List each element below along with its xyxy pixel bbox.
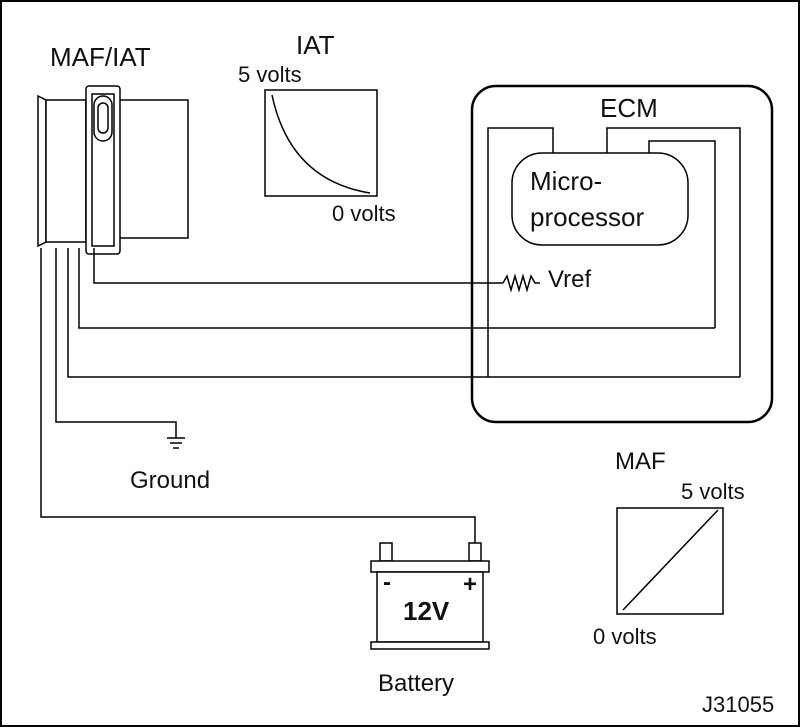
- ecm-box: [470, 84, 774, 424]
- figure-id: J31055: [702, 692, 775, 717]
- wire-ground: [55, 248, 177, 438]
- maf-line: [622, 509, 719, 611]
- maf-low-label: 0 volts: [593, 624, 657, 649]
- wire-iat-signal: [93, 248, 503, 284]
- iat-low-label: 0 volts: [332, 201, 396, 226]
- iat-curve: [271, 94, 371, 194]
- vref-label: Vref: [548, 266, 592, 293]
- wire-maf-signal: [78, 248, 715, 329]
- microprocessor-label-line2: processor: [530, 202, 645, 232]
- vref-resistor: [502, 273, 540, 293]
- wire-ecm-left: [487, 127, 554, 377]
- wire-ecm-right: [648, 140, 716, 328]
- battery-minus-label: -: [383, 569, 391, 596]
- maf-iat-label: MAF/IAT: [50, 42, 151, 72]
- ground-symbol: [167, 437, 185, 449]
- battery-voltage-label: 12V: [403, 596, 450, 626]
- wire-ecm-middle: [606, 127, 741, 377]
- microprocessor-label-line1: Micro-: [530, 166, 603, 196]
- battery-plus-label: +: [463, 571, 478, 598]
- iat-graph: [264, 89, 378, 197]
- ground-label: Ground: [130, 467, 211, 494]
- maf-high-label: 5 volts: [681, 479, 745, 504]
- microprocessor: [511, 152, 689, 246]
- wiring: [40, 127, 741, 543]
- maf-iat-sensor: [37, 85, 189, 255]
- iat-high-label: 5 volts: [238, 62, 302, 87]
- battery: [370, 542, 490, 650]
- maf-title: MAF: [615, 448, 666, 475]
- wire-battery-positive: [40, 248, 476, 543]
- ecm-label: ECM: [600, 93, 658, 123]
- iat-title: IAT: [296, 30, 335, 60]
- wire-power-feed: [67, 248, 740, 378]
- battery-label: Battery: [378, 670, 455, 697]
- maf-graph: [616, 507, 724, 615]
